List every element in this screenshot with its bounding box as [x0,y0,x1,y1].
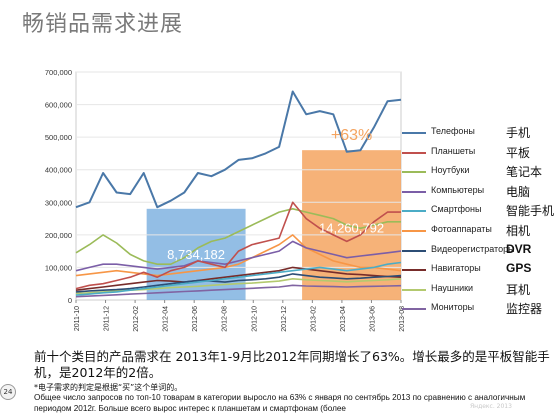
legend-swatch [402,171,426,174]
series-line [75,208,401,266]
legend-label-cn: 智能手机 [506,204,555,219]
x-tick-label: 2012-08 [222,306,229,332]
legend-label: Смартфоны [431,204,482,215]
legend-item: Ноутбуки 笔记本 [402,163,557,183]
y-tick-label: 400,000 [45,166,72,175]
legend-label-cn: 监控器 [506,302,543,317]
chart-legend: Телефоны 手机 Планшеты 平板 Ноутбуки 笔记本 Компьютер… [402,124,557,320]
x-tick-label: 2011-10 [74,306,81,331]
x-tick-label: 2013-06 [369,306,376,332]
legend-label: Компьютеры [431,184,485,195]
legend-item: Планшеты 平板 [402,144,557,164]
y-tick-label: 600,000 [45,101,72,110]
x-tick-label: 2013-08 [399,306,406,332]
legend-label: Фотоаппараты [431,223,492,234]
russian-summary: Общее число запросов по топ-10 товарам в… [34,393,526,413]
legend-label: Телефоны [431,126,475,136]
x-tick-label: 2012-06 [192,306,199,332]
y-tick-label: 700,000 [45,68,72,77]
series-line [75,266,402,291]
y-tick-label: 500,000 [45,133,72,142]
line-chart: 0 100,000 200,000 300,000 400,000 500,000 600,… [45,68,406,332]
legend-swatch [402,229,426,232]
legend-label: Планшеты [431,145,476,156]
x-tick-label: 2013-04 [340,306,347,332]
y-tick-label: 300,000 [45,198,72,207]
legend-label-cn: GPS [506,261,532,276]
growth-annotation: +63% [331,127,372,144]
legend-label-cn: 笔记本 [506,165,543,180]
legend-label: Навигаторы [431,263,481,274]
x-tick-label: 2012-10 [251,306,258,332]
legend-label-cn: 电脑 [506,184,531,199]
legend-swatch [402,269,426,272]
legend-label: Ноутбуки [431,165,470,176]
legend-label-cn: 相机 [506,223,531,238]
legend-swatch [402,288,426,291]
legend-item: Навигаторы GPS [402,261,557,281]
page-number: 24 [0,384,16,400]
series-line [75,284,402,298]
x-tick-label: 2013-02 [310,306,317,332]
legend-swatch [402,190,426,193]
series-line [75,273,402,293]
series-line [75,261,402,296]
y-tick-label: 100,000 [45,263,72,272]
watermark: Яндекс. 2013 [470,403,512,410]
x-tick-label: 2012-12 [281,306,288,332]
legend-label: Мониторы [431,302,475,313]
legend-label-cn: 耳机 [506,282,531,297]
legend-label-cn: 手机 [506,126,531,140]
legend-item: Видеорегистраторы DVR [402,242,557,262]
series-line [75,240,402,272]
x-tick-label: 2011-12 [104,306,111,331]
y-tick-label: 200,000 [45,231,72,240]
legend-swatch [402,308,426,311]
x-tick-label: 2012-02 [133,306,140,332]
legend-item: Фотоаппараты 相机 [402,222,557,242]
footnote: *电子需求的判定是根据“买”这个单词的。 [34,383,183,392]
y-tick-label: 0 [68,296,72,305]
legend-swatch [402,249,426,252]
legend-swatch [402,132,426,134]
series-line [75,201,401,290]
summary-text: 前十个类目的产品需求在 2013年1-9月比2012年同期增长了63%。增长最多… [34,349,550,380]
series-line [75,234,402,277]
legend-item: Наушники 耳机 [402,281,557,301]
series-line [75,90,402,209]
highlight-box-2 [302,150,401,300]
legend-item: Смартфоны 智能手机 [402,202,557,222]
legend-swatch [402,210,426,213]
legend-label-cn: DVR [506,241,532,256]
legend-item: Мониторы 监控器 [402,300,557,320]
legend-label: Видеорегистраторы [431,243,515,254]
legend-item: Телефоны 手机 [402,124,557,144]
page-title: 畅销品需求进展 [22,12,184,37]
x-tick-label: 2012-04 [163,306,170,332]
legend-swatch [402,151,426,154]
highlight-value-label: 8,734,182 [167,247,225,262]
highlight-value-label: 14,260,792 [319,221,384,236]
legend-label: Наушники [431,282,474,293]
legend-label-cn: 平板 [506,145,531,160]
legend-item: Компьютеры 电脑 [402,183,557,203]
